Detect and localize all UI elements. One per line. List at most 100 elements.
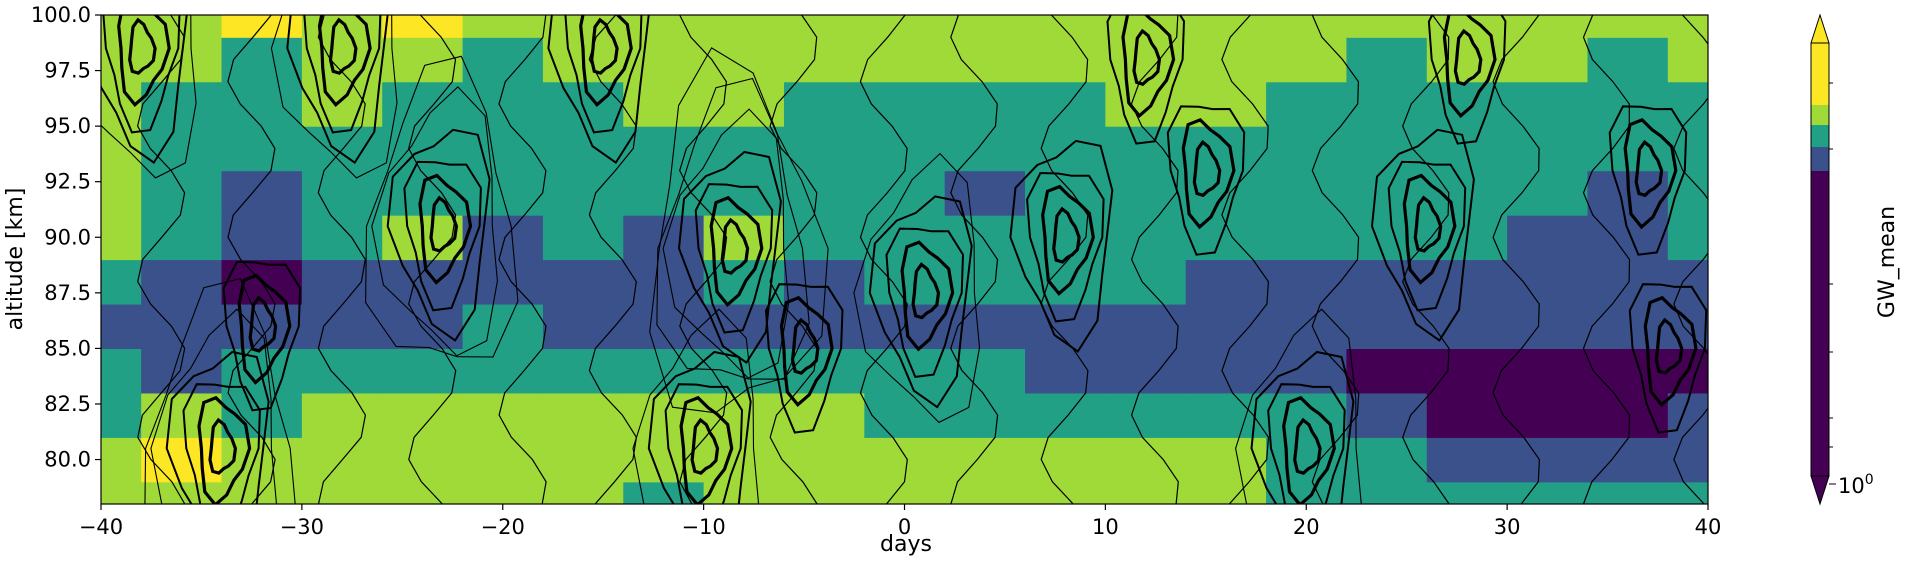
heatmap-cell <box>141 215 223 261</box>
contour-line <box>371 86 498 357</box>
x-tick-label: 30 <box>1494 515 1521 539</box>
heatmap-cell <box>1587 348 1669 394</box>
heatmap-cell <box>1346 126 1428 172</box>
heatmap-cell <box>1667 81 1708 127</box>
heatmap-cell <box>301 15 383 38</box>
heatmap-cell <box>1667 303 1708 350</box>
heatmap-cell <box>301 81 383 127</box>
heatmap-cell <box>221 392 303 438</box>
contour-line <box>182 383 261 504</box>
heatmap-cell <box>462 348 544 394</box>
heatmap-cell <box>101 392 142 438</box>
heatmap-cell <box>462 437 544 483</box>
heatmap-cell <box>1025 81 1106 127</box>
contour-line <box>1106 15 1186 145</box>
heatmap-cell <box>101 259 142 305</box>
heatmap-cell <box>1185 15 1267 38</box>
heatmap-cell <box>783 126 865 172</box>
colorbar-frame <box>1810 42 1830 477</box>
contour-line <box>328 17 358 75</box>
heatmap-cell <box>141 481 223 504</box>
x-tick-label: −40 <box>79 515 123 539</box>
contour-line <box>1221 15 1270 504</box>
heatmap-cell <box>1185 481 1267 504</box>
heatmap-cell <box>864 126 946 172</box>
heatmap-cell <box>1266 259 1348 305</box>
y-tick-label: 82.5 <box>44 392 91 416</box>
heatmap-cell <box>1266 81 1348 127</box>
contour-line <box>303 15 382 134</box>
heatmap-cell <box>542 259 624 305</box>
heatmap-cell <box>1346 81 1428 127</box>
heatmap-cell <box>1587 481 1669 504</box>
heatmap-cell <box>1587 37 1669 83</box>
heatmap-cell <box>1105 259 1187 305</box>
contour-line <box>365 55 519 358</box>
heatmap-cell <box>141 15 223 38</box>
x-tick-label: 10 <box>1092 515 1119 539</box>
heatmap-cell <box>1266 15 1348 38</box>
heatmap-cell <box>1426 437 1508 483</box>
y-tick-label: 85.0 <box>44 336 91 360</box>
contour-line <box>1387 160 1467 312</box>
heatmap-cell <box>101 348 142 394</box>
y-axis: 80.0 82.5 85.0 87.5 90.0 92.5 95.0 97.5 100.0 <box>31 3 101 472</box>
heatmap-cell <box>1426 170 1508 216</box>
contour-line <box>1654 317 1684 375</box>
heatmap-cell <box>1025 392 1106 438</box>
heatmap-cell <box>1185 37 1267 83</box>
heatmap-cell <box>382 303 464 350</box>
heatmap-cell <box>1346 348 1428 394</box>
contour-line <box>222 260 302 412</box>
heatmap-cell <box>301 170 383 216</box>
heatmap-cell <box>1266 37 1348 83</box>
heatmap-cell <box>542 481 624 504</box>
contour-line <box>647 350 752 504</box>
heatmap-cell <box>1587 259 1669 305</box>
heatmap-cell <box>382 437 464 483</box>
y-tick-label: 95.0 <box>44 114 91 138</box>
heatmap-cell <box>1346 481 1428 504</box>
colorbar-extend-bottom <box>1810 475 1830 506</box>
heatmap-cell <box>1266 392 1348 438</box>
heatmap-cell <box>462 15 544 38</box>
colorbar-band <box>1811 43 1829 105</box>
heatmap-cell <box>1507 215 1589 261</box>
heatmap-cell <box>221 81 303 127</box>
contour-line <box>102 15 181 134</box>
contour-line <box>679 395 734 504</box>
contour-line <box>662 108 790 379</box>
heatmap-cell <box>783 15 865 38</box>
colorbar-band <box>1811 171 1829 476</box>
contour-line <box>950 15 999 504</box>
heatmap-cell <box>944 37 1026 83</box>
contour-line <box>632 308 760 504</box>
heatmap-cell <box>101 170 142 216</box>
heatmap-cell <box>944 437 1026 483</box>
heatmap-cell <box>1266 215 1348 261</box>
heatmap-cell <box>101 481 142 504</box>
contour-line <box>656 77 810 380</box>
heatmap-cell <box>542 303 624 350</box>
heatmap-cell <box>1426 348 1508 394</box>
heatmap-cell <box>301 481 383 504</box>
heatmap-cell <box>1507 392 1589 438</box>
heatmap-cell <box>1105 392 1187 438</box>
contour-line <box>498 15 547 504</box>
heatmap-cell <box>1587 392 1669 438</box>
contour-line <box>677 150 782 365</box>
contour-line <box>317 15 367 504</box>
contour-line <box>664 383 744 504</box>
contour-line <box>208 417 238 475</box>
colorbar-tick-label: 100 <box>1838 472 1874 498</box>
heatmap-cell <box>1105 215 1187 261</box>
contour-line <box>144 277 296 504</box>
contour-line <box>1130 15 1179 504</box>
contour-line <box>1582 15 1631 504</box>
x-tick-label: −10 <box>681 515 725 539</box>
contour-line <box>690 417 720 475</box>
heatmap-cell <box>1667 215 1708 261</box>
contour-line <box>117 15 171 107</box>
contour-line <box>1282 395 1336 504</box>
